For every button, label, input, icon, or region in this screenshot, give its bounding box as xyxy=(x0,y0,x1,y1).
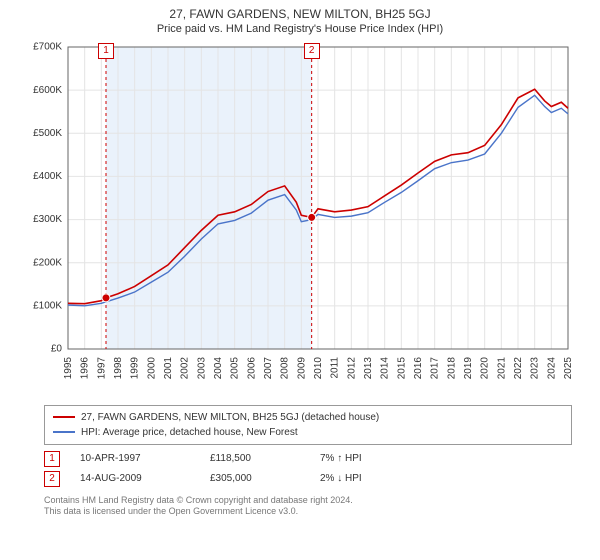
svg-text:£600K: £600K xyxy=(33,85,62,96)
svg-text:2008: 2008 xyxy=(280,356,291,379)
svg-text:2003: 2003 xyxy=(196,356,207,379)
svg-text:2010: 2010 xyxy=(313,356,324,379)
legend-label: HPI: Average price, detached house, New … xyxy=(81,425,298,440)
svg-text:2013: 2013 xyxy=(363,356,374,379)
svg-text:2000: 2000 xyxy=(146,356,157,379)
legend-label: 27, FAWN GARDENS, NEW MILTON, BH25 5GJ (… xyxy=(81,410,379,425)
marker-date: 14-AUG-2009 xyxy=(80,473,210,484)
svg-text:2001: 2001 xyxy=(163,356,174,379)
svg-text:2016: 2016 xyxy=(413,356,424,379)
svg-text:2021: 2021 xyxy=(496,356,507,379)
svg-text:2007: 2007 xyxy=(263,356,274,379)
svg-text:£700K: £700K xyxy=(33,41,62,52)
legend-swatch xyxy=(53,416,75,418)
page-title: 27, FAWN GARDENS, NEW MILTON, BH25 5GJ xyxy=(0,0,600,23)
svg-text:1995: 1995 xyxy=(63,356,74,379)
legend: 27, FAWN GARDENS, NEW MILTON, BH25 5GJ (… xyxy=(44,405,572,445)
svg-text:2017: 2017 xyxy=(430,356,441,379)
svg-text:2002: 2002 xyxy=(180,356,191,379)
svg-text:2012: 2012 xyxy=(346,356,357,379)
marker-price: £305,000 xyxy=(210,473,320,484)
svg-text:2009: 2009 xyxy=(296,356,307,379)
svg-text:2025: 2025 xyxy=(563,356,574,379)
svg-text:£100K: £100K xyxy=(33,300,62,311)
marker-row: 1 10-APR-1997£118,5007% ↑ HPI xyxy=(44,449,572,469)
svg-text:2015: 2015 xyxy=(396,356,407,379)
svg-text:2011: 2011 xyxy=(330,356,341,378)
svg-text:£0: £0 xyxy=(51,343,63,354)
legend-swatch xyxy=(53,431,75,433)
svg-text:2004: 2004 xyxy=(213,356,224,379)
chart-marker-badge: 1 xyxy=(98,43,114,59)
svg-text:2023: 2023 xyxy=(530,356,541,379)
svg-text:2005: 2005 xyxy=(230,356,241,379)
svg-text:1997: 1997 xyxy=(96,356,107,379)
price-chart: £0 £100K £200K £300K £400K £500K £600K £700K 199… xyxy=(20,39,580,399)
svg-text:£200K: £200K xyxy=(33,257,62,268)
svg-text:1999: 1999 xyxy=(130,356,141,379)
chart-svg: £0 £100K £200K £300K £400K £500K £600K £700K 199… xyxy=(20,39,580,399)
svg-text:1996: 1996 xyxy=(80,356,91,379)
svg-text:2019: 2019 xyxy=(463,356,474,379)
svg-text:1998: 1998 xyxy=(113,356,124,379)
chart-marker-badge: 2 xyxy=(304,43,320,59)
marker-date: 10-APR-1997 xyxy=(80,453,210,464)
marker-badge: 2 xyxy=(44,471,60,487)
footer-attribution: Contains HM Land Registry data © Crown c… xyxy=(44,495,572,518)
svg-text:2024: 2024 xyxy=(546,356,557,379)
marker-diff: 7% ↑ HPI xyxy=(320,453,430,464)
svg-text:£500K: £500K xyxy=(33,128,62,139)
marker-row: 2 14-AUG-2009£305,0002% ↓ HPI xyxy=(44,469,572,489)
marker-price: £118,500 xyxy=(210,453,320,464)
page-subtitle: Price paid vs. HM Land Registry's House … xyxy=(0,23,600,39)
svg-text:£300K: £300K xyxy=(33,214,62,225)
svg-text:2006: 2006 xyxy=(246,356,257,379)
svg-text:£400K: £400K xyxy=(33,171,62,182)
svg-text:2018: 2018 xyxy=(446,356,457,379)
legend-item: HPI: Average price, detached house, New … xyxy=(53,425,563,440)
svg-text:2022: 2022 xyxy=(513,356,524,379)
svg-text:2020: 2020 xyxy=(480,356,491,379)
marker-badge: 1 xyxy=(44,451,60,467)
footer-line-1: Contains HM Land Registry data © Crown c… xyxy=(44,495,572,507)
legend-item: 27, FAWN GARDENS, NEW MILTON, BH25 5GJ (… xyxy=(53,410,563,425)
svg-text:2014: 2014 xyxy=(380,356,391,379)
footer-line-2: This data is licensed under the Open Gov… xyxy=(44,506,572,518)
marker-diff: 2% ↓ HPI xyxy=(320,473,430,484)
markers-table: 1 10-APR-1997£118,5007% ↑ HPI 2 14-AUG-2009… xyxy=(44,449,572,489)
